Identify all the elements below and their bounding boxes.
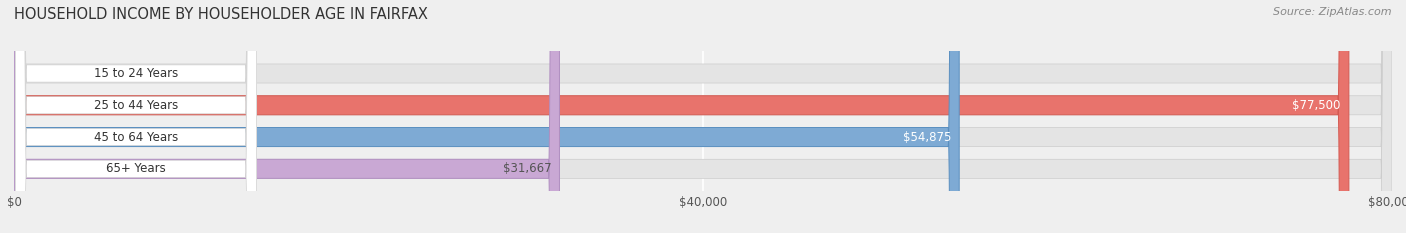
Text: 65+ Years: 65+ Years	[105, 162, 166, 175]
FancyBboxPatch shape	[14, 0, 1392, 233]
Text: 25 to 44 Years: 25 to 44 Years	[94, 99, 179, 112]
FancyBboxPatch shape	[15, 0, 256, 233]
FancyBboxPatch shape	[15, 0, 256, 233]
FancyBboxPatch shape	[15, 0, 256, 233]
Text: $54,875: $54,875	[903, 130, 950, 144]
FancyBboxPatch shape	[14, 0, 1392, 233]
Text: 15 to 24 Years: 15 to 24 Years	[94, 67, 179, 80]
Text: $31,667: $31,667	[502, 162, 551, 175]
FancyBboxPatch shape	[15, 0, 256, 233]
FancyBboxPatch shape	[14, 0, 1348, 233]
FancyBboxPatch shape	[14, 0, 1392, 233]
FancyBboxPatch shape	[14, 0, 959, 233]
Text: $0: $0	[31, 67, 45, 80]
Text: HOUSEHOLD INCOME BY HOUSEHOLDER AGE IN FAIRFAX: HOUSEHOLD INCOME BY HOUSEHOLDER AGE IN F…	[14, 7, 427, 22]
Text: $77,500: $77,500	[1292, 99, 1340, 112]
FancyBboxPatch shape	[14, 0, 560, 233]
FancyBboxPatch shape	[14, 0, 1392, 233]
Text: 45 to 64 Years: 45 to 64 Years	[94, 130, 179, 144]
Text: Source: ZipAtlas.com: Source: ZipAtlas.com	[1274, 7, 1392, 17]
